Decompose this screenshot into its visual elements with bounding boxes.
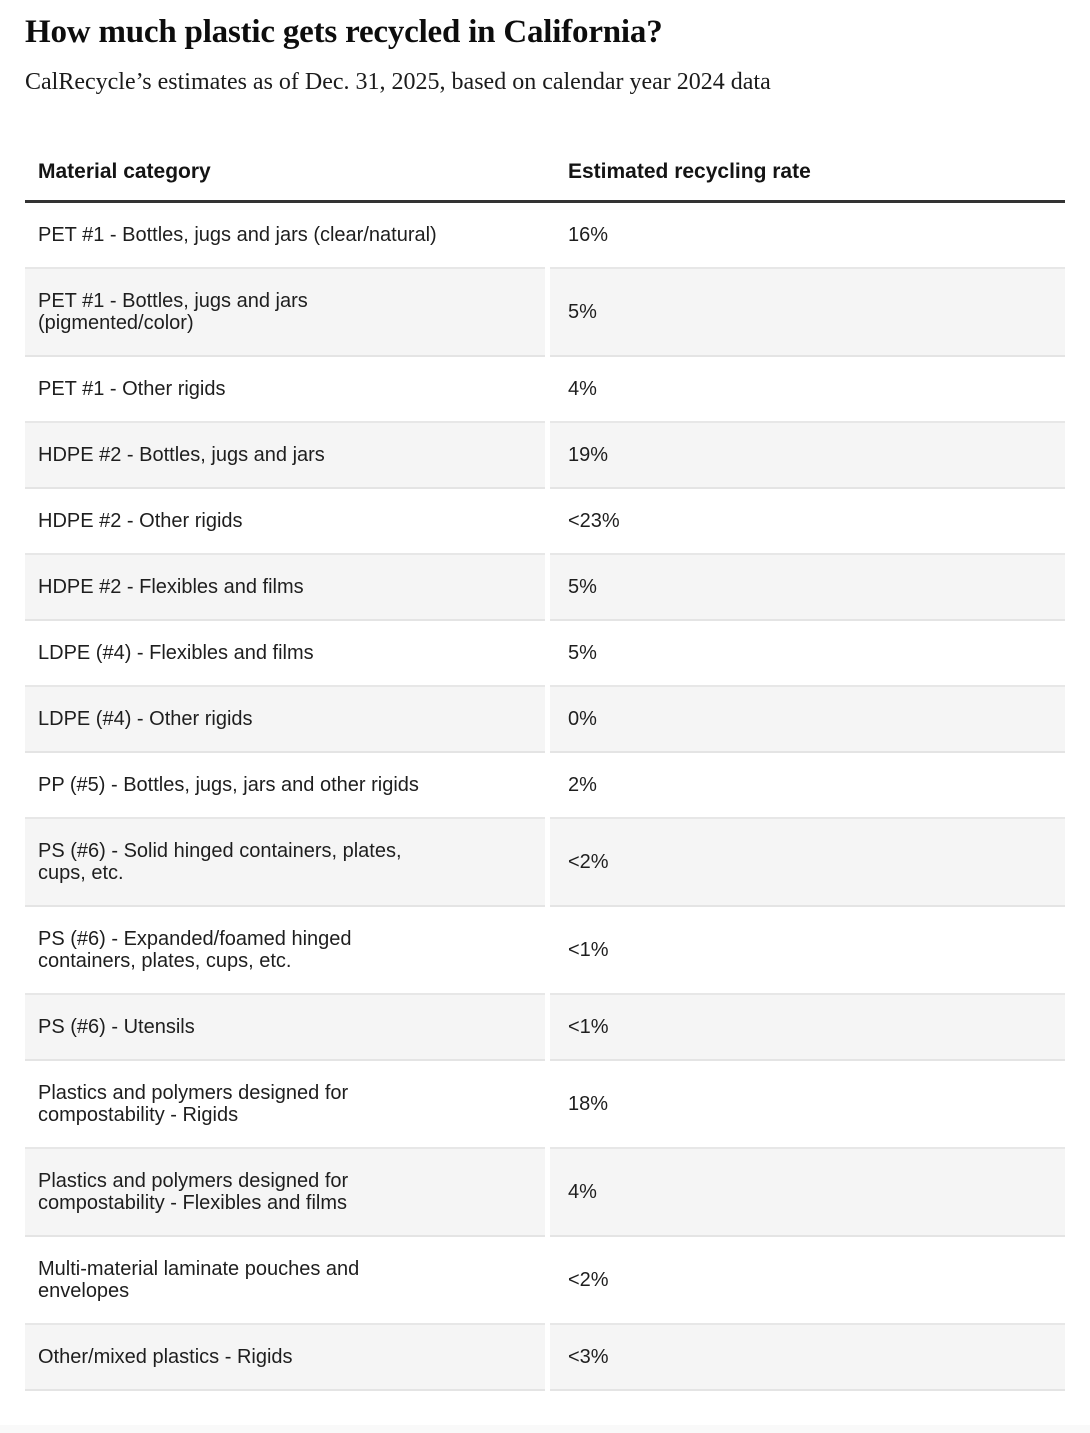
table-row: PS (#6) - Expanded/foamed hinged contain… (25, 907, 1065, 995)
cell-material-category: PP (#5) - Bottles, jugs, jars and other … (25, 753, 545, 819)
cell-material-category: Plastics and polymers designed for compo… (25, 1149, 545, 1237)
column-header-recycling-rate: Estimated recycling rate (568, 160, 811, 183)
cell-recycling-rate: 16% (550, 203, 1065, 269)
table-row: PS (#6) - Utensils <1% (25, 995, 1065, 1061)
cell-material-category: PET #1 - Other rigids (25, 357, 545, 423)
cell-material-category: PS (#6) - Solid hinged containers, plate… (25, 819, 545, 907)
cell-recycling-rate: 5% (550, 555, 1065, 621)
table-row: PET #1 - Bottles, jugs and jars (pigment… (25, 269, 1065, 357)
bottom-strip (0, 1425, 1090, 1433)
cell-recycling-rate: 18% (550, 1061, 1065, 1149)
cell-recycling-rate: 0% (550, 687, 1065, 753)
table-row: LDPE (#4) - Flexibles and films 5% (25, 621, 1065, 687)
table-row: Plastics and polymers designed for compo… (25, 1061, 1065, 1149)
page: How much plastic gets recycled in Califo… (0, 13, 1090, 1391)
cell-recycling-rate: <1% (550, 907, 1065, 995)
table-row: HDPE #2 - Bottles, jugs and jars 19% (25, 423, 1065, 489)
cell-recycling-rate: 4% (550, 357, 1065, 423)
table-row: HDPE #2 - Other rigids <23% (25, 489, 1065, 555)
cell-material-category: HDPE #2 - Bottles, jugs and jars (25, 423, 545, 489)
cell-material-category: PS (#6) - Expanded/foamed hinged contain… (25, 907, 545, 995)
cell-recycling-rate: <23% (550, 489, 1065, 555)
table-row: PP (#5) - Bottles, jugs, jars and other … (25, 753, 1065, 819)
table-body: PET #1 - Bottles, jugs and jars (clear/n… (25, 203, 1065, 1391)
cell-recycling-rate: <3% (550, 1325, 1065, 1391)
cell-recycling-rate: <2% (550, 819, 1065, 907)
table-header: Material category Estimated recycling ra… (25, 142, 1065, 203)
cell-material-category: PET #1 - Bottles, jugs and jars (clear/n… (25, 203, 545, 269)
cell-recycling-rate: 19% (550, 423, 1065, 489)
cell-material-category: HDPE #2 - Other rigids (25, 489, 545, 555)
table-row: LDPE (#4) - Other rigids 0% (25, 687, 1065, 753)
cell-recycling-rate: <1% (550, 995, 1065, 1061)
column-header-material-category: Material category (38, 160, 211, 183)
cell-material-category: Multi-material laminate pouches and enve… (25, 1237, 545, 1325)
cell-material-category: PS (#6) - Utensils (25, 995, 545, 1061)
cell-material-category: LDPE (#4) - Other rigids (25, 687, 545, 753)
cell-material-category: Plastics and polymers designed for compo… (25, 1061, 545, 1149)
cell-material-category: Other/mixed plastics - Rigids (25, 1325, 545, 1391)
table-row: PS (#6) - Solid hinged containers, plate… (25, 819, 1065, 907)
cell-material-category: LDPE (#4) - Flexibles and films (25, 621, 545, 687)
table-row: Plastics and polymers designed for compo… (25, 1149, 1065, 1237)
page-subtitle: CalRecycle’s estimates as of Dec. 31, 20… (25, 69, 771, 95)
cell-recycling-rate: 2% (550, 753, 1065, 819)
cell-material-category: HDPE #2 - Flexibles and films (25, 555, 545, 621)
data-table: Material category Estimated recycling ra… (25, 142, 1065, 1391)
cell-recycling-rate: 4% (550, 1149, 1065, 1237)
table-row: Other/mixed plastics - Rigids <3% (25, 1325, 1065, 1391)
cell-material-category: PET #1 - Bottles, jugs and jars (pigment… (25, 269, 545, 357)
cell-recycling-rate: 5% (550, 621, 1065, 687)
table-row: HDPE #2 - Flexibles and films 5% (25, 555, 1065, 621)
cell-recycling-rate: <2% (550, 1237, 1065, 1325)
table-row: PET #1 - Other rigids 4% (25, 357, 1065, 423)
page-title: How much plastic gets recycled in Califo… (25, 14, 663, 50)
table-row: Multi-material laminate pouches and enve… (25, 1237, 1065, 1325)
table-row: PET #1 - Bottles, jugs and jars (clear/n… (25, 203, 1065, 269)
cell-recycling-rate: 5% (550, 269, 1065, 357)
